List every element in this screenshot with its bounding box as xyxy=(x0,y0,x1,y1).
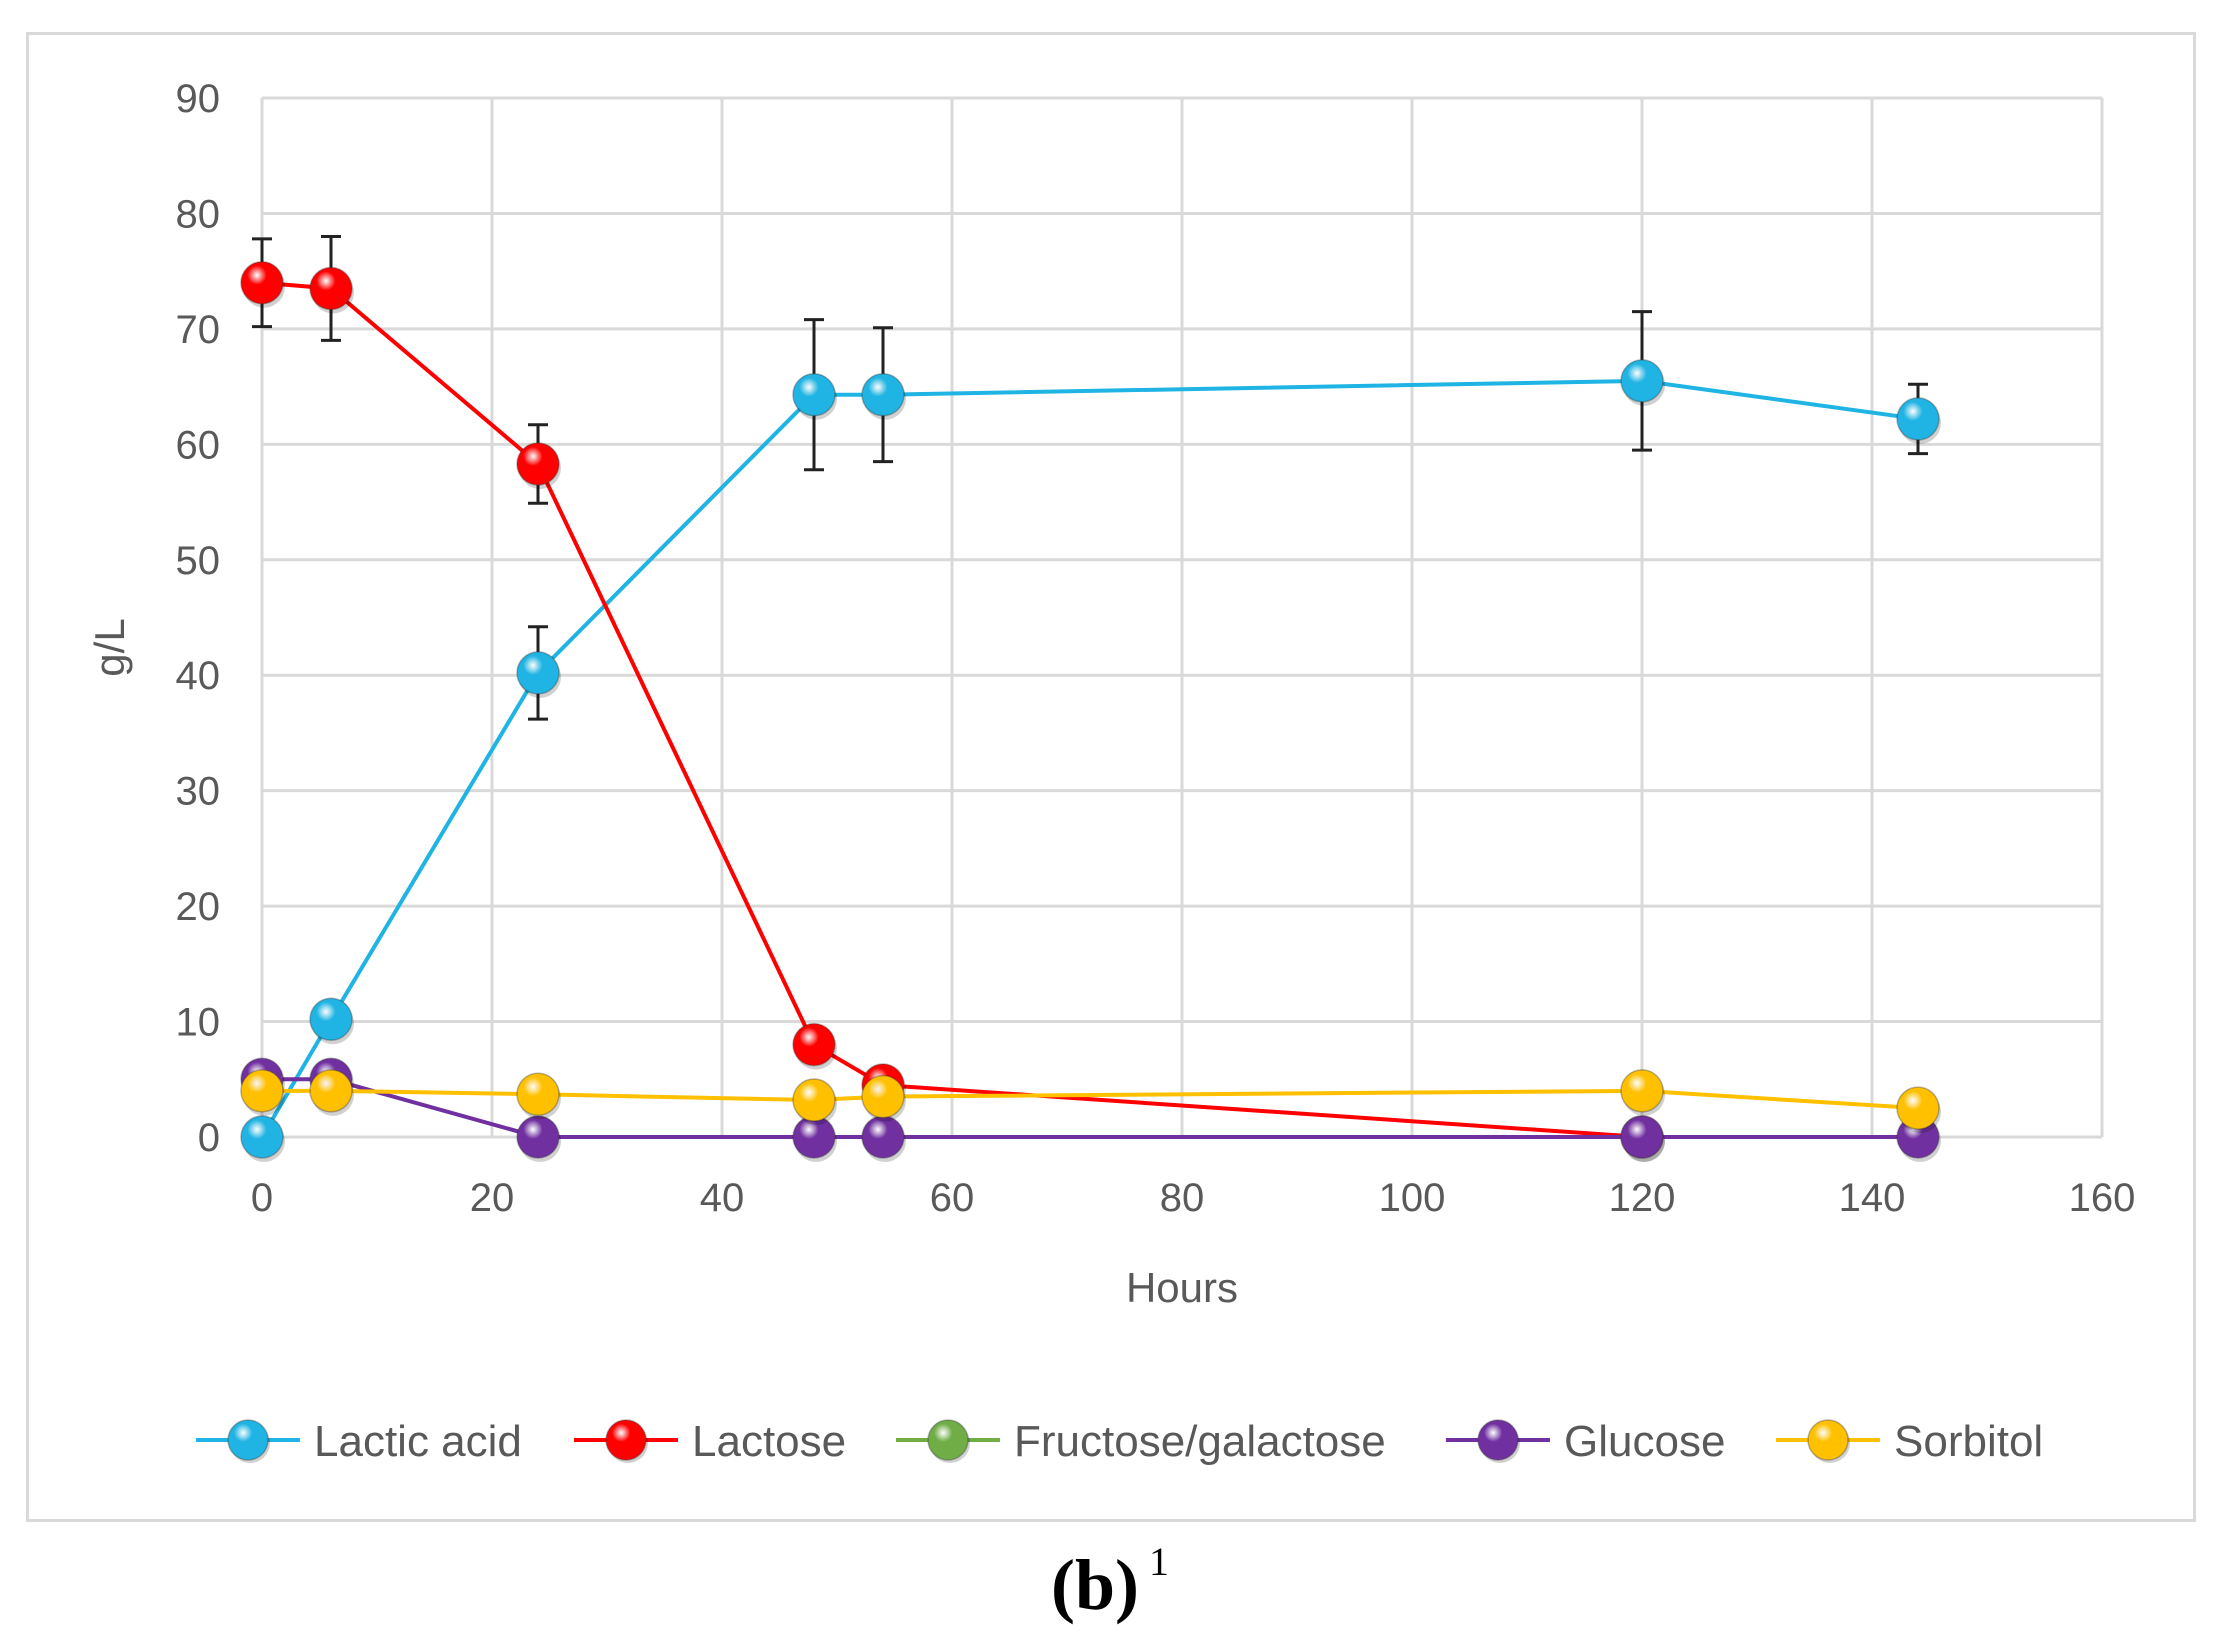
y-tick-label: 20 xyxy=(176,885,221,929)
series-layer xyxy=(240,235,1941,1162)
caption-superscript: 1 xyxy=(1149,1539,1169,1584)
x-tick-label: 140 xyxy=(1839,1176,1906,1220)
chart-frame xyxy=(26,32,2196,1522)
y-tick-label: 30 xyxy=(176,770,221,814)
series-glucose xyxy=(240,1057,1941,1162)
legend-item: Fructose/galactose xyxy=(896,1417,1386,1466)
y-tick-label: 70 xyxy=(176,308,221,352)
data-point xyxy=(309,997,353,1041)
data-point xyxy=(516,442,560,486)
legend-marker xyxy=(227,1419,269,1461)
x-tick-label: 0 xyxy=(251,1176,273,1220)
data-point xyxy=(1620,1115,1664,1159)
data-point xyxy=(516,651,560,695)
y-tick-label: 60 xyxy=(176,423,221,467)
data-point xyxy=(792,1078,836,1122)
data-point xyxy=(1620,1069,1664,1113)
data-point xyxy=(309,266,353,311)
chart-svg: 0 10 20 30 40 50 60 70 80 90 0 20 40 60 80 100 120 140 160… xyxy=(86,77,2135,1466)
data-point xyxy=(240,260,284,305)
y-tick-label: 10 xyxy=(176,1001,221,1045)
data-point xyxy=(792,1022,836,1067)
legend-marker xyxy=(927,1419,969,1461)
data-point xyxy=(1896,1086,1940,1130)
legend-marker xyxy=(605,1419,647,1461)
x-tick-label: 80 xyxy=(1160,1176,1205,1220)
data-point xyxy=(516,1072,560,1117)
figure-caption: (b) 1 xyxy=(0,1538,2220,1627)
x-tick-label: 20 xyxy=(470,1176,515,1220)
grid-layer xyxy=(260,96,2104,1139)
legend-label: Fructose/galactose xyxy=(1014,1417,1386,1466)
data-point xyxy=(516,1115,560,1159)
data-point xyxy=(861,1115,905,1159)
x-tick-label: 160 xyxy=(2069,1176,2136,1220)
data-point xyxy=(240,1115,284,1159)
data-point xyxy=(861,1074,905,1119)
legend: Lactic acid Lactose Fructose/galactose Gluc… xyxy=(196,1417,2043,1466)
legend-marker xyxy=(1477,1419,1519,1461)
data-point xyxy=(309,1069,353,1113)
y-tick-label: 90 xyxy=(176,77,221,121)
data-point xyxy=(1620,359,1664,403)
x-tick-label: 120 xyxy=(1609,1176,1676,1220)
y-tick-label: 80 xyxy=(176,192,221,236)
legend-item: Sorbitol xyxy=(1776,1417,2043,1466)
y-tick-label: 50 xyxy=(176,539,221,583)
series-line xyxy=(260,378,1919,1139)
x-tick-label: 40 xyxy=(700,1176,745,1220)
legend-label: Glucose xyxy=(1564,1417,1725,1466)
legend-label: Sorbitol xyxy=(1894,1417,2043,1466)
legend-item: Lactose xyxy=(574,1417,846,1466)
x-tick-label: 100 xyxy=(1379,1176,1446,1220)
series-lactic-acid xyxy=(240,310,1941,1162)
legend-item: Lactic acid xyxy=(196,1417,522,1466)
series-sorbitol xyxy=(240,1069,1941,1134)
caption-letter: (b) xyxy=(1051,1545,1139,1625)
x-axis-title: Hours xyxy=(1126,1264,1238,1311)
legend-label: Lactose xyxy=(692,1417,846,1466)
legend-label: Lactic acid xyxy=(314,1417,522,1466)
legend-item: Glucose xyxy=(1446,1417,1725,1466)
legend-marker xyxy=(1807,1419,1849,1461)
axis-layer: 0 10 20 30 40 50 60 70 80 90 0 20 40 60 80 100 120 140 160… xyxy=(86,77,2135,1311)
y-axis-title: g/L xyxy=(86,618,133,676)
data-point xyxy=(240,1069,284,1113)
data-point xyxy=(1896,397,1940,441)
series-line xyxy=(262,1077,1918,1139)
x-tick-label: 60 xyxy=(930,1176,975,1220)
y-tick-label: 0 xyxy=(198,1116,220,1160)
data-point xyxy=(792,372,836,417)
data-point xyxy=(861,372,905,417)
y-tick-label: 40 xyxy=(176,654,221,698)
